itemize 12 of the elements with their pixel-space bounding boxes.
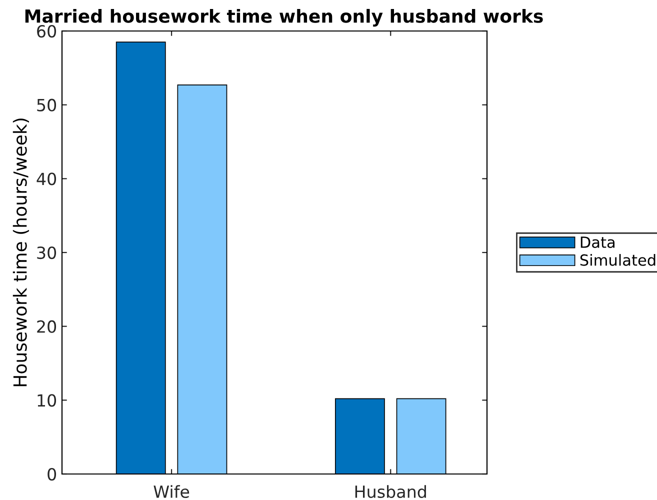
y-tick-label: 60 [37, 24, 56, 38]
x-tick-label: Husband [355, 485, 426, 498]
y-axis-title: Housework time (hours/week) [12, 118, 29, 386]
legend-label: Simulated [580, 254, 656, 266]
y-tick-label: 50 [37, 98, 56, 112]
legend-label: Data [580, 236, 614, 248]
y-tick-label: 30 [37, 246, 56, 260]
y-tick-label: 20 [37, 320, 56, 333]
y-tick-label: 0 [48, 468, 56, 481]
y-tick-label: 40 [36, 172, 56, 186]
x-tick-label: Wife [154, 485, 190, 498]
y-tick-label: 10 [38, 394, 56, 407]
